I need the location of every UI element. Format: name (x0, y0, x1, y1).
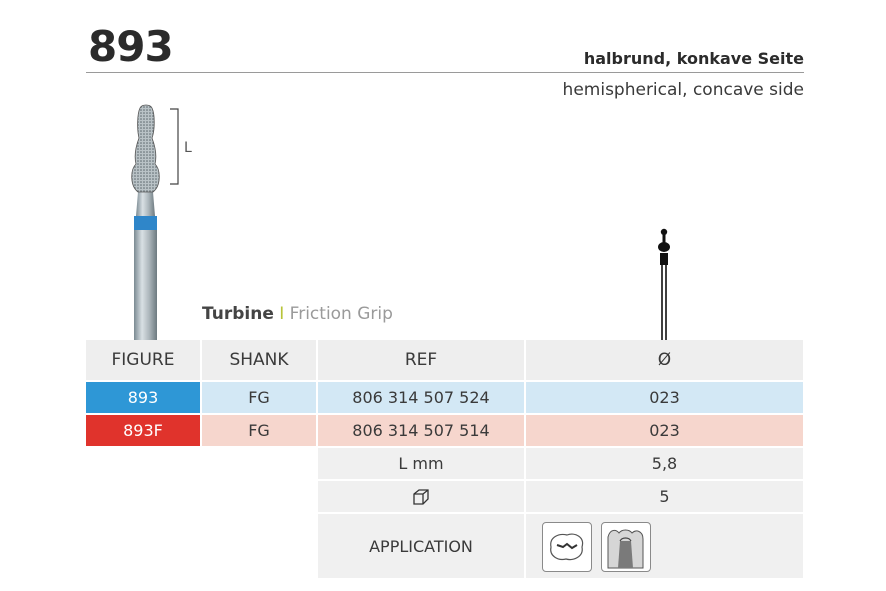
row-shank: FG (202, 382, 316, 413)
row-ref: 806 314 507 514 (318, 415, 524, 446)
header-ref: REF (318, 340, 524, 380)
row-figure-893: 893 (86, 382, 200, 413)
row-diameter: 023 (526, 415, 803, 446)
application-label: APPLICATION (318, 514, 524, 578)
description-english: hemispherical, concave side (562, 80, 804, 100)
product-number: 893 (88, 22, 174, 71)
length-bracket (170, 108, 179, 185)
bur-illustration (131, 104, 160, 340)
row-figure-893F: 893F (86, 415, 200, 446)
header-shank: SHANK (202, 340, 316, 380)
tooth-crown-prep-icon (601, 522, 651, 572)
length-value: 5,8 (526, 448, 803, 479)
row-diameter: 023 (526, 382, 803, 413)
bur-silhouette (658, 228, 670, 340)
bur-family-label: Turbine I Friction Grip (202, 304, 393, 324)
family-separator: I (279, 304, 285, 324)
family-turbine: Turbine (202, 304, 274, 324)
length-label-cell: L mm (318, 448, 524, 479)
row-shank: FG (202, 415, 316, 446)
header-figure: FIGURE (86, 340, 200, 380)
length-label: L (184, 140, 192, 156)
occlusal-cavity-icon (542, 522, 592, 572)
description-german: halbrund, konkave Seite (583, 49, 804, 68)
header-diameter: Ø (526, 340, 803, 380)
title-divider (86, 72, 804, 73)
package-icon-cell (318, 481, 524, 512)
family-friction-grip: Friction Grip (289, 304, 393, 324)
package-box-icon (413, 488, 429, 505)
row-ref: 806 314 507 524 (318, 382, 524, 413)
package-quantity: 5 (526, 481, 803, 512)
